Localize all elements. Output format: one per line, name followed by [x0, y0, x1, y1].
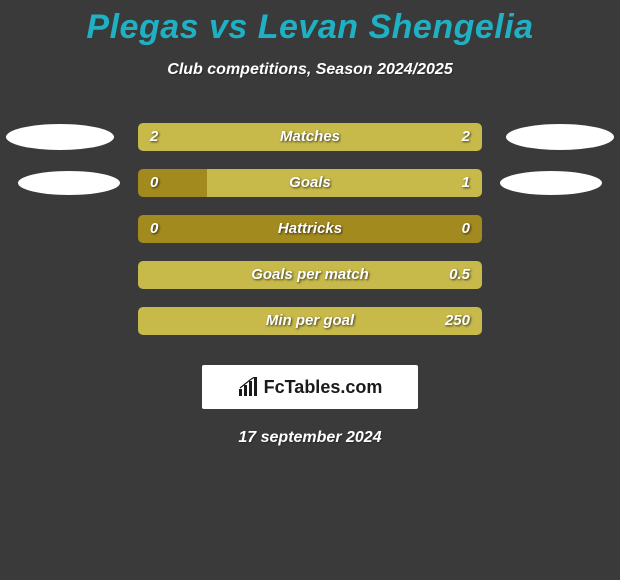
stat-row: 22Matches	[0, 123, 620, 151]
player-right-marker	[506, 124, 614, 150]
date-label: 17 september 2024	[0, 429, 620, 447]
player-left-marker	[6, 124, 114, 150]
bar-chart-icon	[238, 377, 260, 397]
page-title: Plegas vs Levan Shengelia	[0, 0, 620, 47]
stat-label: Matches	[138, 123, 482, 151]
stat-row: 0.5Goals per match	[0, 261, 620, 289]
player-left-marker	[18, 171, 120, 195]
subtitle: Club competitions, Season 2024/2025	[0, 61, 620, 79]
brand-text: FcTables.com	[264, 377, 383, 398]
comparison-infographic: Plegas vs Levan Shengelia Club competiti…	[0, 0, 620, 580]
stat-label: Goals per match	[138, 261, 482, 289]
stat-row: 01Goals	[0, 169, 620, 197]
brand-box: FcTables.com	[202, 365, 418, 409]
stat-row: 250Min per goal	[0, 307, 620, 335]
stat-label: Hattricks	[138, 215, 482, 243]
player-right-marker	[500, 171, 602, 195]
stat-label: Goals	[138, 169, 482, 197]
stats-container: 22Matches 01Goals 00Hattricks 0.5Goals per …	[0, 123, 620, 335]
stat-label: Min per goal	[138, 307, 482, 335]
stat-row: 00Hattricks	[0, 215, 620, 243]
